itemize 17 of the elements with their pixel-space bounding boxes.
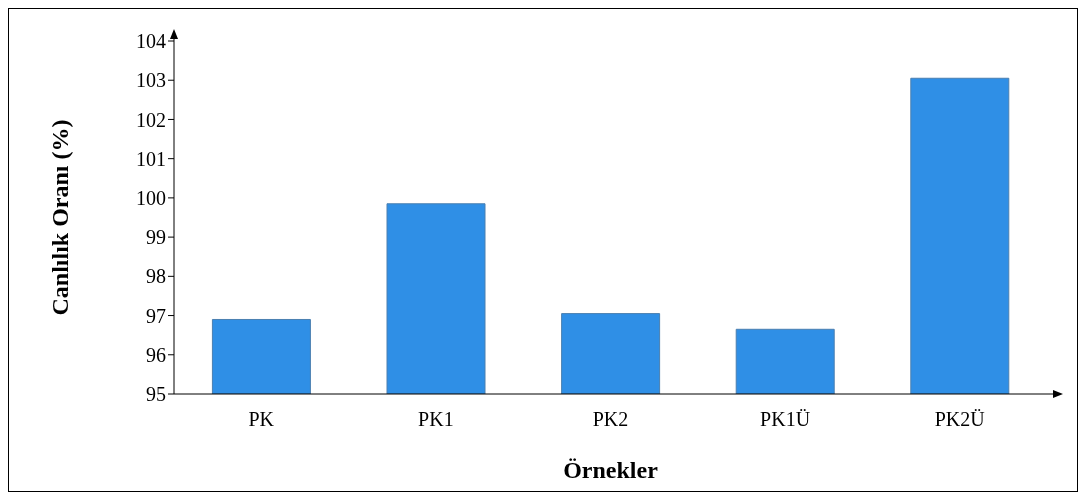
y-tick-label: 103: [136, 69, 166, 92]
x-axis-title: Örnekler: [563, 457, 659, 483]
y-tick-label: 101: [136, 147, 166, 170]
y-tick-label: 96: [146, 343, 166, 366]
x-tick-label: PK1: [418, 408, 454, 431]
x-tick-label: PK1Ü: [760, 408, 811, 431]
y-tick-label: 98: [146, 265, 166, 288]
x-tick-label: PK: [248, 408, 275, 431]
y-axis-title: Canlılık Oranı (%): [46, 119, 73, 316]
y-tick-label: 102: [136, 108, 166, 131]
y-tick-label: 100: [136, 186, 166, 209]
x-tick-label: PK2Ü: [934, 408, 986, 431]
y-tick-label: 104: [136, 30, 166, 53]
x-tick-label: PK2: [592, 408, 629, 431]
y-tick-label: 97: [146, 304, 166, 327]
y-tick-label: 95: [146, 383, 166, 406]
y-tick-label: 99: [146, 226, 166, 249]
